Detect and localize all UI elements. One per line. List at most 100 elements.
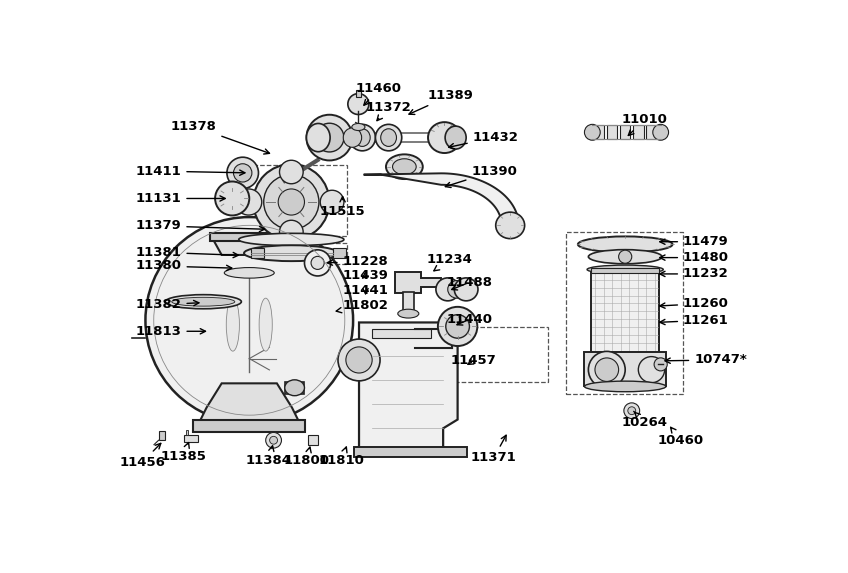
Text: 11439: 11439 (343, 269, 388, 282)
Text: 11382: 11382 (136, 299, 199, 311)
Ellipse shape (584, 124, 600, 140)
Bar (428, 327, 548, 382)
Ellipse shape (349, 124, 376, 151)
Circle shape (346, 347, 372, 373)
Text: 11385: 11385 (160, 442, 206, 462)
Circle shape (589, 351, 625, 388)
Circle shape (348, 93, 369, 115)
Text: 11378: 11378 (170, 120, 270, 154)
Bar (584, 352, 666, 386)
Ellipse shape (376, 124, 402, 151)
Ellipse shape (577, 237, 672, 252)
Ellipse shape (171, 297, 235, 306)
Circle shape (215, 182, 249, 215)
Ellipse shape (165, 295, 242, 309)
Circle shape (270, 437, 277, 444)
Text: 11456: 11456 (120, 444, 165, 469)
Polygon shape (200, 383, 298, 421)
Bar (286, 382, 304, 394)
Ellipse shape (343, 128, 361, 147)
Text: 11411: 11411 (136, 164, 245, 178)
Text: 11232: 11232 (660, 268, 728, 280)
Ellipse shape (589, 250, 662, 264)
Text: 11440: 11440 (446, 313, 493, 326)
Text: 11234: 11234 (427, 253, 472, 271)
Ellipse shape (259, 298, 272, 351)
Text: 11813: 11813 (136, 325, 205, 337)
Circle shape (639, 356, 665, 383)
Ellipse shape (445, 126, 466, 149)
Circle shape (280, 160, 303, 184)
Ellipse shape (428, 122, 461, 153)
Text: 11390: 11390 (445, 164, 517, 187)
Ellipse shape (496, 212, 525, 238)
Bar (249, 165, 347, 237)
Polygon shape (213, 240, 286, 255)
Bar (354, 448, 466, 457)
Ellipse shape (224, 268, 274, 278)
Ellipse shape (448, 281, 466, 298)
Bar (620, 125, 630, 139)
Bar (403, 292, 414, 313)
Text: 10460: 10460 (658, 427, 704, 447)
Text: 11380: 11380 (136, 260, 232, 273)
Circle shape (311, 256, 324, 269)
Bar (159, 430, 165, 440)
Circle shape (233, 164, 252, 182)
Text: 10264: 10264 (622, 411, 668, 429)
Polygon shape (364, 173, 519, 225)
Circle shape (236, 189, 262, 215)
Text: 11515: 11515 (320, 197, 365, 218)
Text: 11441: 11441 (343, 284, 388, 297)
Ellipse shape (584, 381, 666, 392)
Circle shape (280, 220, 303, 244)
Circle shape (628, 407, 636, 415)
Bar (591, 272, 660, 354)
Bar (633, 125, 644, 139)
Bar (591, 268, 660, 273)
Text: 11372: 11372 (365, 101, 411, 121)
Bar (607, 125, 617, 139)
Ellipse shape (244, 245, 338, 261)
Bar (209, 233, 288, 241)
Circle shape (315, 123, 344, 152)
Bar (249, 242, 347, 264)
Circle shape (254, 164, 329, 240)
Bar (372, 329, 432, 338)
Ellipse shape (381, 129, 397, 147)
Text: 11479: 11479 (660, 235, 728, 248)
Bar (646, 125, 656, 139)
Text: 11131: 11131 (136, 192, 226, 205)
Ellipse shape (436, 278, 460, 301)
Text: 11381: 11381 (136, 246, 238, 259)
Circle shape (264, 175, 319, 229)
Circle shape (624, 403, 639, 418)
Text: 11260: 11260 (660, 297, 729, 310)
Circle shape (338, 339, 380, 381)
Circle shape (446, 315, 470, 338)
Ellipse shape (455, 278, 478, 301)
Text: 11460: 11460 (356, 82, 402, 105)
Bar (332, 248, 346, 258)
Text: 11480: 11480 (660, 251, 729, 264)
Text: 11432: 11432 (449, 131, 519, 149)
Text: 11810: 11810 (318, 447, 364, 467)
Polygon shape (359, 323, 458, 448)
Circle shape (654, 358, 667, 371)
Text: 11010: 11010 (622, 113, 668, 135)
Circle shape (146, 217, 353, 423)
Bar (566, 232, 683, 394)
Bar (183, 434, 198, 442)
Text: 11371: 11371 (471, 435, 516, 464)
Ellipse shape (587, 265, 663, 274)
Text: 11457: 11457 (451, 354, 497, 367)
Circle shape (595, 358, 619, 382)
Bar (309, 435, 318, 445)
Text: 11261: 11261 (660, 314, 728, 327)
Text: 11800: 11800 (283, 447, 329, 467)
Circle shape (304, 250, 331, 276)
Text: 11389: 11389 (409, 89, 474, 115)
Circle shape (227, 157, 259, 189)
Circle shape (265, 433, 282, 448)
Ellipse shape (386, 154, 423, 179)
